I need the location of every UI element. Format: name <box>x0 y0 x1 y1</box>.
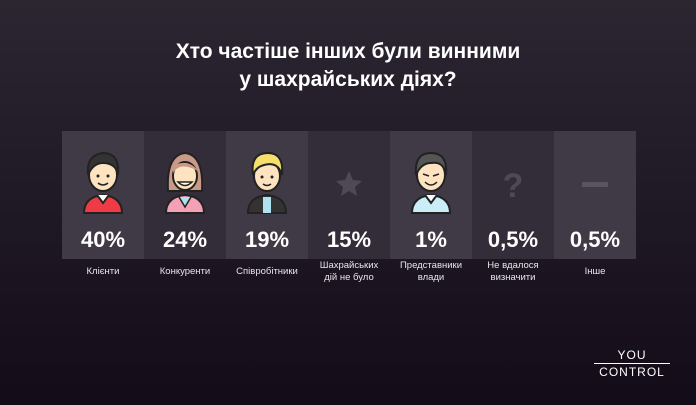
value-label: 1% <box>415 227 447 252</box>
panel-clients: 40% <box>62 131 144 259</box>
value-label: 24% <box>162 227 208 252</box>
category-label: Не вдалося визначити <box>487 260 539 283</box>
panel-no-fraud: 15% <box>308 131 390 259</box>
category-labels: Клієнти Конкуренти Співробітники Шахрайс… <box>62 260 636 284</box>
panel-competitors: 24% <box>144 131 226 259</box>
man-red-shirt-icon <box>82 151 124 214</box>
panel-undetermined: ? 0,5% <box>472 131 554 259</box>
category-label: Шахрайських дій не було <box>319 260 379 283</box>
panels: 40% 24% 19% 15% <box>62 131 636 259</box>
official-man-icon <box>410 151 452 214</box>
category-label: Клієнти <box>86 266 120 277</box>
dash-icon <box>582 182 608 187</box>
youcontrol-logo: YOU CONTROL <box>592 348 672 379</box>
category-label: Інше <box>584 266 606 277</box>
value-label: 15% <box>326 227 372 252</box>
question-mark-icon: ? <box>503 167 524 205</box>
value-label: 0,5% <box>569 227 621 252</box>
woman-pink-jacket-icon <box>164 151 206 214</box>
category-label: Конкуренти <box>159 266 211 277</box>
page-title: Хто частіше інших були винними у шахрайс… <box>175 40 521 91</box>
panel-other: 0,5% <box>554 131 636 259</box>
logo-divider <box>594 363 670 364</box>
category-label: Співробітники <box>236 266 298 277</box>
blond-man-jacket-icon <box>246 151 288 214</box>
value-label: 19% <box>244 227 290 252</box>
svg-text:?: ? <box>503 167 524 205</box>
category-label: Представники влади <box>399 260 463 283</box>
panel-employees: 19% <box>226 131 308 259</box>
value-label: 40% <box>80 227 126 252</box>
star-icon <box>336 171 362 196</box>
value-label: 0,5% <box>487 227 539 252</box>
panel-officials: 1% <box>390 131 472 259</box>
